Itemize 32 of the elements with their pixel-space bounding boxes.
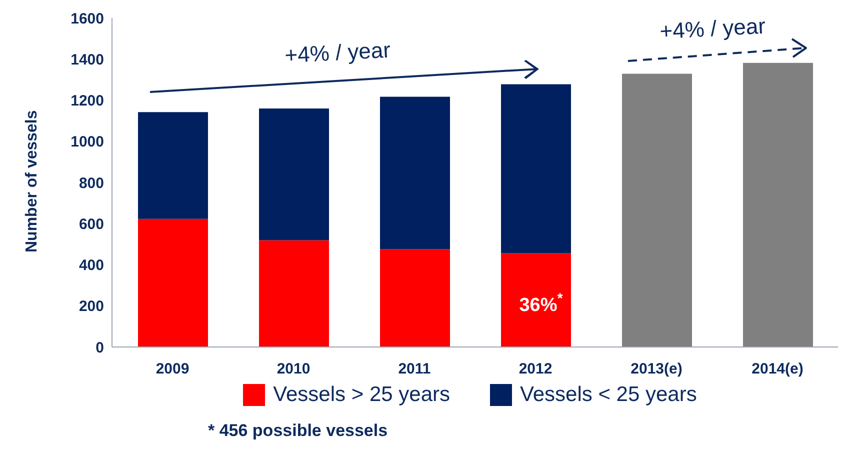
annotation: +4% / year: [659, 13, 766, 44]
bar: [138, 112, 208, 219]
y-axis-title: Number of vessels: [24, 110, 41, 252]
y-tick-label: 600: [78, 216, 104, 233]
y-tick-label: 1000: [70, 134, 104, 151]
bar: [259, 108, 329, 240]
bar: [501, 253, 571, 347]
annotation: +4% / year: [284, 37, 392, 68]
y-tick-label: 1600: [70, 10, 104, 28]
legend-label: Vessels > 25 years: [273, 383, 450, 407]
x-tick-label: 2011: [398, 360, 431, 378]
x-tick-label: 2013(e): [630, 360, 682, 378]
x-tick-label: 2014(e): [752, 360, 804, 378]
x-tick-label: 2010: [276, 360, 310, 378]
y-tick-label: 200: [78, 298, 104, 316]
y-tick-label: 1400: [70, 51, 104, 68]
bar: [380, 249, 450, 347]
legend-label: Vessels < 25 years: [520, 383, 697, 407]
bar: [380, 96, 450, 250]
y-tick-label: 1200: [70, 92, 104, 110]
y-tick-label: 0: [96, 339, 104, 356]
bar: [259, 240, 329, 347]
x-tick-label: 2012: [518, 360, 552, 378]
bar: [501, 84, 571, 254]
y-tick-label: 800: [78, 174, 104, 192]
x-tick-label: 2009: [156, 360, 190, 378]
bar: [743, 62, 813, 347]
text: * 456 possible vessels: [208, 421, 389, 441]
annotation: 36%$^{*}$: [519, 291, 564, 316]
bar: [138, 218, 208, 347]
bar: [622, 74, 692, 347]
y-tick-label: 400: [78, 257, 104, 274]
